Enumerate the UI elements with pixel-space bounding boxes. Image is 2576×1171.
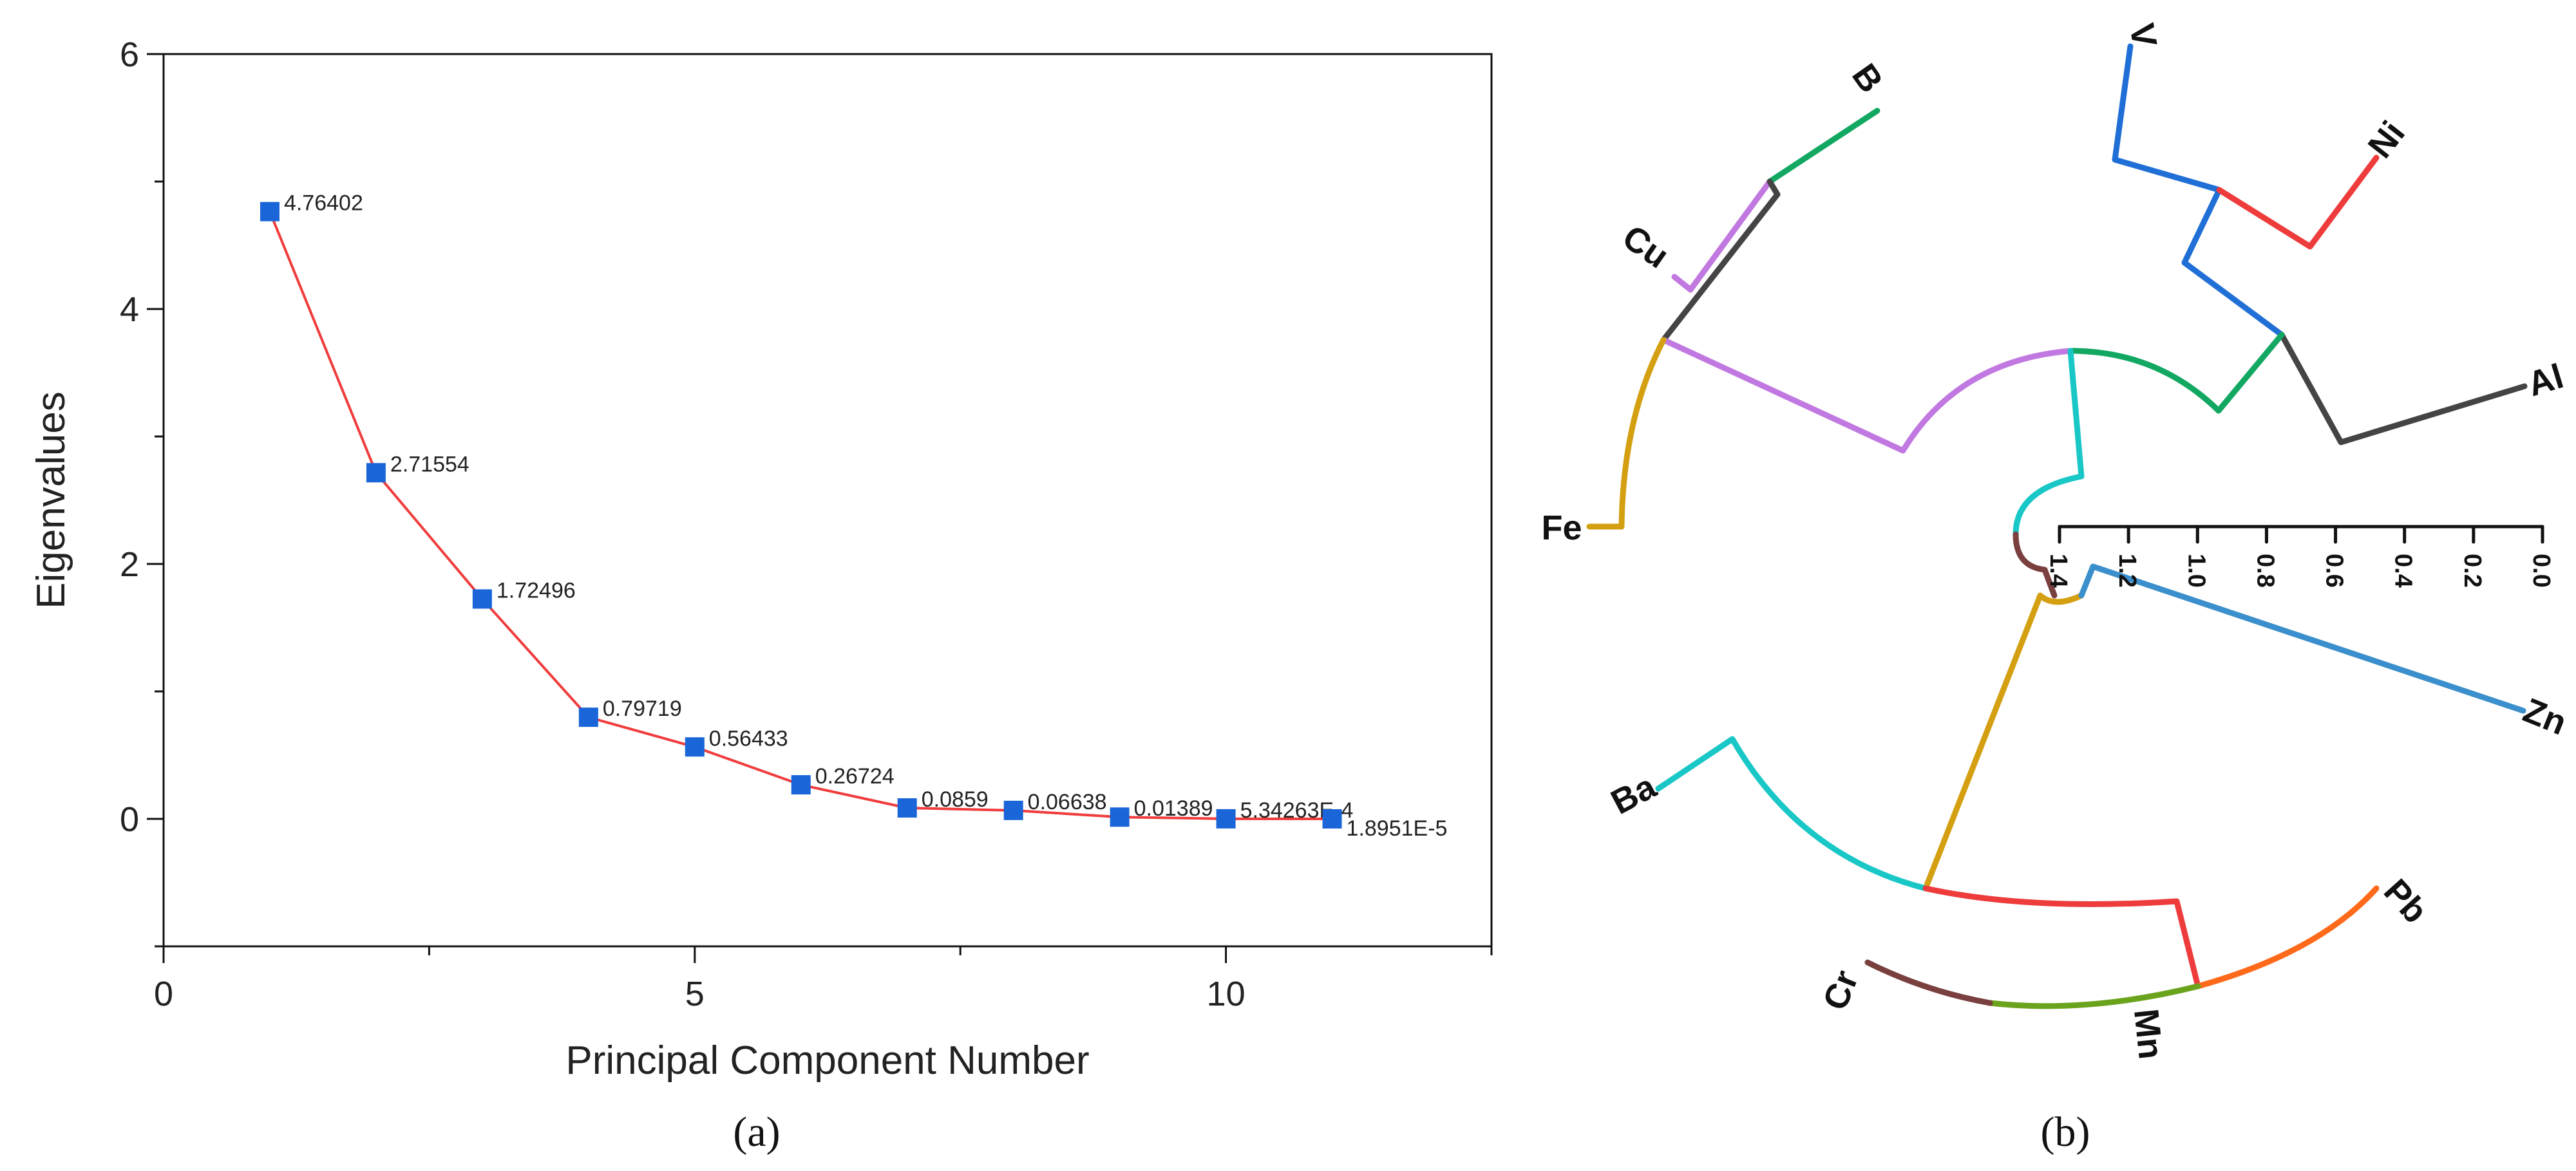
branch-pb-group [1922, 885, 2201, 989]
leaf-label-cr: Cr [1815, 965, 1866, 1015]
x-axis-title: Principal Component Number [565, 1038, 1089, 1083]
series-line [269, 211, 1332, 820]
branch-ni [2216, 155, 2380, 250]
branch-al [2278, 332, 2528, 445]
series-points: 4.76402 2.71554 1.72496 0.79719 0.56433 0.267… [260, 191, 1448, 841]
y-tick-label: 4 [120, 290, 139, 329]
scale-tick-label: 0.2 [2459, 554, 2486, 588]
branch-pb [2195, 885, 2380, 989]
data-point-label: 0.79719 [603, 697, 682, 721]
data-point-label: 2.71554 [390, 452, 469, 476]
scale-tick-label: 1.2 [2114, 554, 2141, 588]
plot-frame [162, 53, 1493, 948]
data-point-label: 0.56433 [709, 726, 788, 751]
branch-b [1766, 108, 1880, 185]
branch-v-ni-al-join [2067, 332, 2285, 414]
data-point [260, 201, 279, 221]
scale-tick-label: 1.0 [2183, 554, 2210, 588]
data-point-label: 0.26724 [815, 764, 895, 789]
leaf-label-fe: Fe [1541, 509, 1582, 547]
distance-scale: 1.4 1.2 1.0 0.8 0.6 0.4 0.2 0.0 [2045, 525, 2555, 588]
leaf-label-cu: Cu [1616, 218, 1676, 276]
branch-stem-top [2012, 348, 2085, 538]
y-tick-label: 2 [120, 545, 139, 584]
panel-label-b: (b) [2041, 1109, 2090, 1156]
data-point-label: 0.0859 [922, 787, 989, 812]
branch-v [2112, 43, 2285, 338]
branch-fe-cu-b [1660, 337, 2074, 454]
branch-mn [1987, 983, 2201, 1009]
data-point [366, 463, 386, 483]
scale-tick-label: 0.6 [2321, 554, 2348, 588]
data-point-label: 1.72496 [497, 578, 576, 603]
scale-tick-label: 0.0 [2528, 554, 2555, 588]
branch-cr [1864, 959, 1993, 1006]
axes: 0 5 10 0 2 4 6 [120, 35, 1493, 1013]
scree-plot: 0 5 10 0 2 4 6 Eigenvalues Principal Component… [29, 35, 1493, 1156]
data-point [897, 798, 917, 818]
branch-cu [1671, 178, 1773, 293]
branch-zn [2078, 563, 2526, 714]
data-point [1003, 800, 1023, 820]
data-point [472, 589, 492, 609]
leaf-label-al: Al [2523, 357, 2568, 404]
data-point [1216, 809, 1236, 829]
data-point-label: 1.8951E-5 [1347, 816, 1448, 841]
eigenvalue-line [269, 211, 1332, 820]
branch-fe-group-stem [1922, 592, 2085, 892]
branch-cu-b-join [1660, 178, 1781, 343]
branch-ba [1655, 736, 1929, 892]
branch-fe [1586, 337, 1667, 530]
data-point [685, 737, 705, 757]
leaf-label-ba: Ba [1605, 767, 1663, 822]
scale-tick-label: 0.4 [2390, 554, 2417, 588]
data-point [791, 775, 811, 795]
x-tick-label: 10 [1207, 975, 1245, 1013]
data-point [578, 707, 598, 727]
scale-tick-label: 0.8 [2251, 554, 2278, 588]
leaf-label-mn: Mn [2126, 1007, 2170, 1061]
data-point-label: 0.06638 [1028, 790, 1107, 814]
data-point-label: 4.76402 [284, 191, 363, 216]
data-point [1110, 807, 1130, 827]
leaf-label-pb: Pb [2376, 872, 2435, 930]
leaf-label-zn: Zn [2518, 691, 2572, 742]
y-axis-title: Eigenvalues [29, 391, 73, 609]
leaf-label-b: B [1844, 57, 1891, 99]
data-point [1322, 809, 1342, 829]
y-tick-label: 6 [120, 35, 139, 74]
data-point-label: 0.01389 [1134, 796, 1213, 821]
leaf-label-v: V [2122, 21, 2164, 50]
leaf-label-ni: Ni [2361, 114, 2413, 165]
panel-label-a: (a) [733, 1109, 780, 1156]
scale-tick-label: 1.4 [2045, 554, 2072, 588]
x-tick-label: 5 [685, 975, 705, 1013]
y-tick-label: 0 [120, 800, 139, 839]
x-tick-label: 0 [154, 975, 173, 1013]
circular-dendrogram: V Ni Al Zn Pb Mn Cr Ba Fe Cu B 1.4 1.2 1.0… [1541, 21, 2571, 1156]
branch-cr-stub [2012, 531, 2058, 599]
